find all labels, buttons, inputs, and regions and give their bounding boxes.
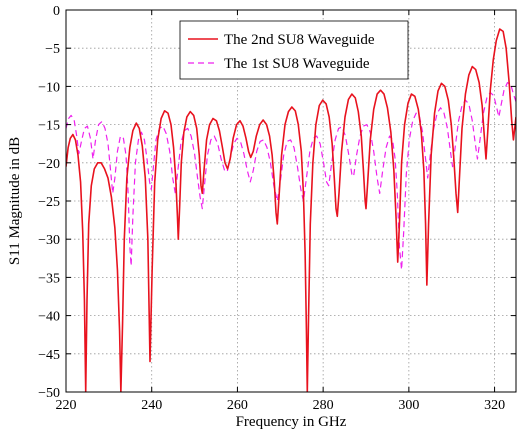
y-tick-label: −30 (38, 233, 60, 248)
y-tick-label: −45 (38, 348, 60, 363)
y-axis-label: S11 Magnitude in dB (7, 137, 23, 265)
y-tick-label: −10 (38, 80, 60, 95)
x-tick-label: 240 (141, 398, 162, 413)
y-tick-label: −20 (38, 157, 60, 172)
y-tick-label: −15 (38, 119, 60, 134)
plot-area (66, 28, 516, 392)
y-tick-label: −35 (38, 271, 60, 286)
y-tick-label: 0 (53, 4, 60, 19)
x-axis-label: Frequency in GHz (236, 414, 347, 430)
x-tick-label: 220 (56, 398, 77, 413)
x-tick-label: 260 (227, 398, 248, 413)
y-axis-ticks: 0 −5 −10 −15 −20 −25 −30 −35 −40 −45 −50 (38, 4, 516, 401)
legend-box (179, 20, 409, 80)
x-axis-ticks: 220 240 260 280 300 320 (56, 10, 505, 413)
series-line-2nd-su8 (66, 28, 516, 392)
x-tick-label: 300 (398, 398, 419, 413)
x-tick-label: 280 (313, 398, 334, 413)
y-tick-label: −5 (45, 42, 60, 57)
legend: The 2nd SU8 Waveguide The 1st SU8 Wavegu… (179, 20, 409, 80)
y-tick-label: −50 (38, 386, 60, 401)
x-tick-label: 320 (484, 398, 505, 413)
y-tick-label: −25 (38, 195, 60, 210)
y-tick-label: −40 (38, 310, 60, 325)
series-line-1st-su8 (66, 81, 516, 271)
legend-label-2nd-su8: The 2nd SU8 Waveguide (224, 32, 375, 48)
legend-label-1st-su8: The 1st SU8 Waveguide (224, 56, 370, 72)
